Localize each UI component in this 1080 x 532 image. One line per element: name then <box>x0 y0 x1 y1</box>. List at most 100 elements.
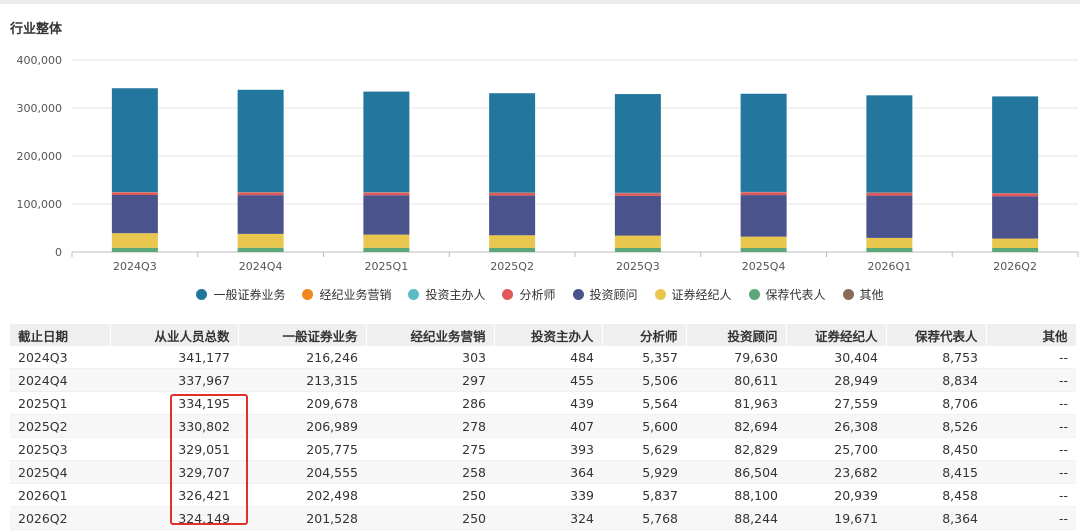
bar-segment[interactable] <box>237 247 284 252</box>
bar-segment[interactable] <box>740 192 787 196</box>
bar-segment[interactable] <box>740 236 787 248</box>
table-cell: 330,802 <box>110 414 238 438</box>
bar-segment[interactable] <box>363 247 410 252</box>
legend-label: 证券经纪人 <box>671 288 732 302</box>
bar-segment[interactable] <box>489 93 536 193</box>
x-tick-label: 2024Q3 <box>113 260 157 273</box>
bar-segment[interactable] <box>111 88 158 193</box>
table-cell: 439 <box>494 391 602 415</box>
legend-item[interactable]: 一般证券业务 <box>196 286 285 303</box>
legend-item[interactable]: 其他 <box>842 286 884 303</box>
bar-segment[interactable] <box>111 192 158 195</box>
table-cell: 275 <box>366 437 494 461</box>
table-cell: 250 <box>366 483 494 507</box>
y-tick-label: 0 <box>55 246 62 259</box>
bar-segment[interactable] <box>992 96 1039 194</box>
table-cell: 8,834 <box>886 368 986 392</box>
bar-segment[interactable] <box>237 89 284 193</box>
bar-segment[interactable] <box>363 91 410 193</box>
table-row: 2025Q1 334,195 209,678 286 439 5,564 81,963 27,… <box>10 391 1076 415</box>
legend-item[interactable]: 投资顾问 <box>572 286 638 303</box>
bar-segment[interactable] <box>111 247 158 252</box>
table-cell: 81,963 <box>686 391 786 415</box>
bar-segment[interactable] <box>866 95 913 193</box>
bar-segment[interactable] <box>111 194 158 234</box>
bar-segment[interactable] <box>992 193 1039 197</box>
table-cell: 2025Q3 <box>10 437 110 461</box>
column-header[interactable]: 截止日期 <box>10 324 111 346</box>
table-cell: 393 <box>494 437 602 461</box>
bar-segment[interactable] <box>489 247 536 252</box>
bar-segment[interactable] <box>111 233 158 248</box>
legend-label: 投资主办人 <box>425 288 486 302</box>
column-header[interactable]: 投资主办人 <box>494 324 603 346</box>
bar-segment[interactable] <box>614 94 661 193</box>
bar-segment[interactable] <box>237 233 284 248</box>
bar-segment[interactable] <box>489 195 536 236</box>
table-cell: 79,630 <box>686 346 786 369</box>
column-header[interactable]: 分析师 <box>602 324 687 346</box>
y-tick-label: 300,000 <box>17 102 63 115</box>
table-cell: 23,682 <box>786 460 886 484</box>
bar-segment[interactable] <box>740 195 787 237</box>
table-cell: 205,775 <box>238 437 366 461</box>
bar-segment[interactable] <box>363 192 410 196</box>
table-cell: 8,526 <box>886 414 986 438</box>
legend-item[interactable]: 投资主办人 <box>408 286 485 303</box>
table-cell: 5,506 <box>602 368 686 392</box>
table-cell: 25,700 <box>786 437 886 461</box>
bar-segment[interactable] <box>866 237 913 248</box>
table-cell: 8,706 <box>886 391 986 415</box>
column-header[interactable]: 其他 <box>986 324 1077 346</box>
table-cell: 88,100 <box>686 483 786 507</box>
table-cell: -- <box>986 460 1076 484</box>
column-header[interactable]: 经纪业务营销 <box>366 324 495 346</box>
table-cell: 250 <box>366 506 494 530</box>
bar-segment[interactable] <box>489 192 536 196</box>
bar-segment[interactable] <box>489 235 536 248</box>
bar-segment[interactable] <box>614 193 661 196</box>
bar-segment[interactable] <box>866 192 913 196</box>
column-header[interactable]: 投资顾问 <box>686 324 787 346</box>
bar-segment[interactable] <box>614 247 661 252</box>
column-header[interactable]: 保荐代表人 <box>886 324 987 346</box>
legend-item[interactable]: 分析师 <box>502 286 556 303</box>
table-cell: 30,404 <box>786 346 886 369</box>
bar-segment[interactable] <box>866 247 913 252</box>
legend-item[interactable]: 经纪业务营销 <box>302 286 391 303</box>
bar-segment[interactable] <box>740 93 787 192</box>
bar-segment[interactable] <box>866 195 913 238</box>
table-cell: 303 <box>366 346 494 369</box>
table-cell: 329,051 <box>110 437 238 461</box>
table-cell: -- <box>986 368 1076 392</box>
column-header[interactable]: 证券经纪人 <box>786 324 887 346</box>
legend-item[interactable]: 保荐代表人 <box>748 286 826 303</box>
table-cell: 341,177 <box>110 346 238 369</box>
table-cell: 364 <box>494 460 602 484</box>
table-cell: 28,949 <box>786 368 886 392</box>
table-header-row: 截止日期 从业人员总数 一般证券业务 经纪业务营销 投资主办人 分析师 投资顾问 证券经纪人保… <box>10 324 1077 346</box>
table-cell: 278 <box>366 414 494 438</box>
legend-item[interactable]: 证券经纪人 <box>654 286 732 303</box>
bar-segment[interactable] <box>992 196 1039 239</box>
bar-segment[interactable] <box>363 234 410 248</box>
bar-segment[interactable] <box>237 192 284 196</box>
bar-segment[interactable] <box>740 247 787 252</box>
bar-segment[interactable] <box>614 195 661 236</box>
column-header[interactable]: 从业人员总数 <box>110 324 239 346</box>
legend-marker-icon <box>842 289 854 300</box>
table-cell: -- <box>986 483 1076 507</box>
table-cell: 19,671 <box>786 506 886 530</box>
table-cell: 201,528 <box>238 506 366 530</box>
x-tick-label: 2025Q1 <box>365 260 409 273</box>
legend-marker-icon <box>502 289 514 300</box>
table-cell: 216,246 <box>238 346 366 369</box>
column-header[interactable]: 一般证券业务 <box>238 324 367 346</box>
bar-segment[interactable] <box>363 195 410 235</box>
legend-marker-icon <box>196 289 208 300</box>
bar-segment[interactable] <box>992 238 1039 248</box>
bar-segment[interactable] <box>614 235 661 248</box>
bar-segment[interactable] <box>992 247 1039 252</box>
x-tick-label: 2026Q1 <box>868 260 912 273</box>
bar-segment[interactable] <box>237 195 284 234</box>
